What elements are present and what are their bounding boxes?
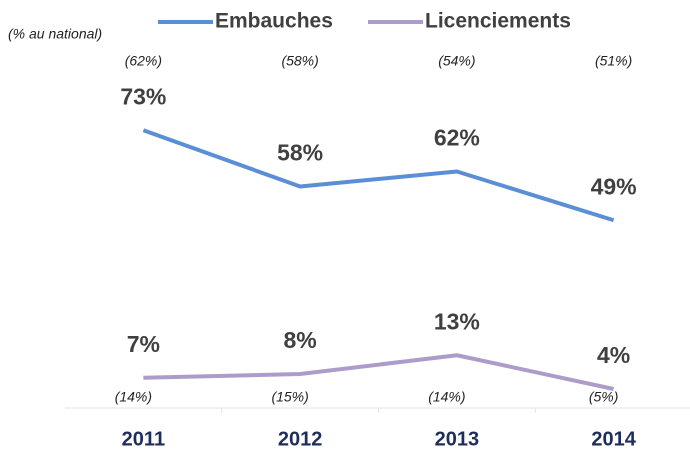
data-label: 4% (597, 342, 630, 368)
national-label: (51%) (595, 53, 632, 69)
data-label: 13% (434, 308, 480, 334)
national-label: (54%) (438, 53, 475, 69)
national-label: (58%) (281, 53, 318, 69)
national-label: (15%) (271, 389, 308, 405)
x-tick-label: 2014 (591, 428, 636, 450)
x-tick-label: 2013 (435, 428, 480, 450)
data-label: 49% (591, 173, 637, 199)
legend-label: Licenciements (425, 10, 571, 33)
x-tick-label: 2012 (278, 428, 323, 450)
data-label: 7% (127, 331, 160, 357)
x-tick-label: 2011 (122, 428, 165, 450)
line (142, 128, 615, 223)
note: (% au national) (8, 26, 102, 42)
national-label: (5%) (589, 389, 619, 405)
national-label: (14%) (428, 389, 465, 405)
national-label: (14%) (115, 389, 152, 405)
legend-label: Embauches (215, 10, 333, 33)
data-label: 8% (284, 327, 317, 353)
national-label: (62%) (125, 53, 162, 69)
line (143, 353, 615, 391)
data-label: 58% (277, 140, 323, 166)
data-label: 73% (120, 83, 166, 109)
data-label: 62% (434, 125, 480, 151)
